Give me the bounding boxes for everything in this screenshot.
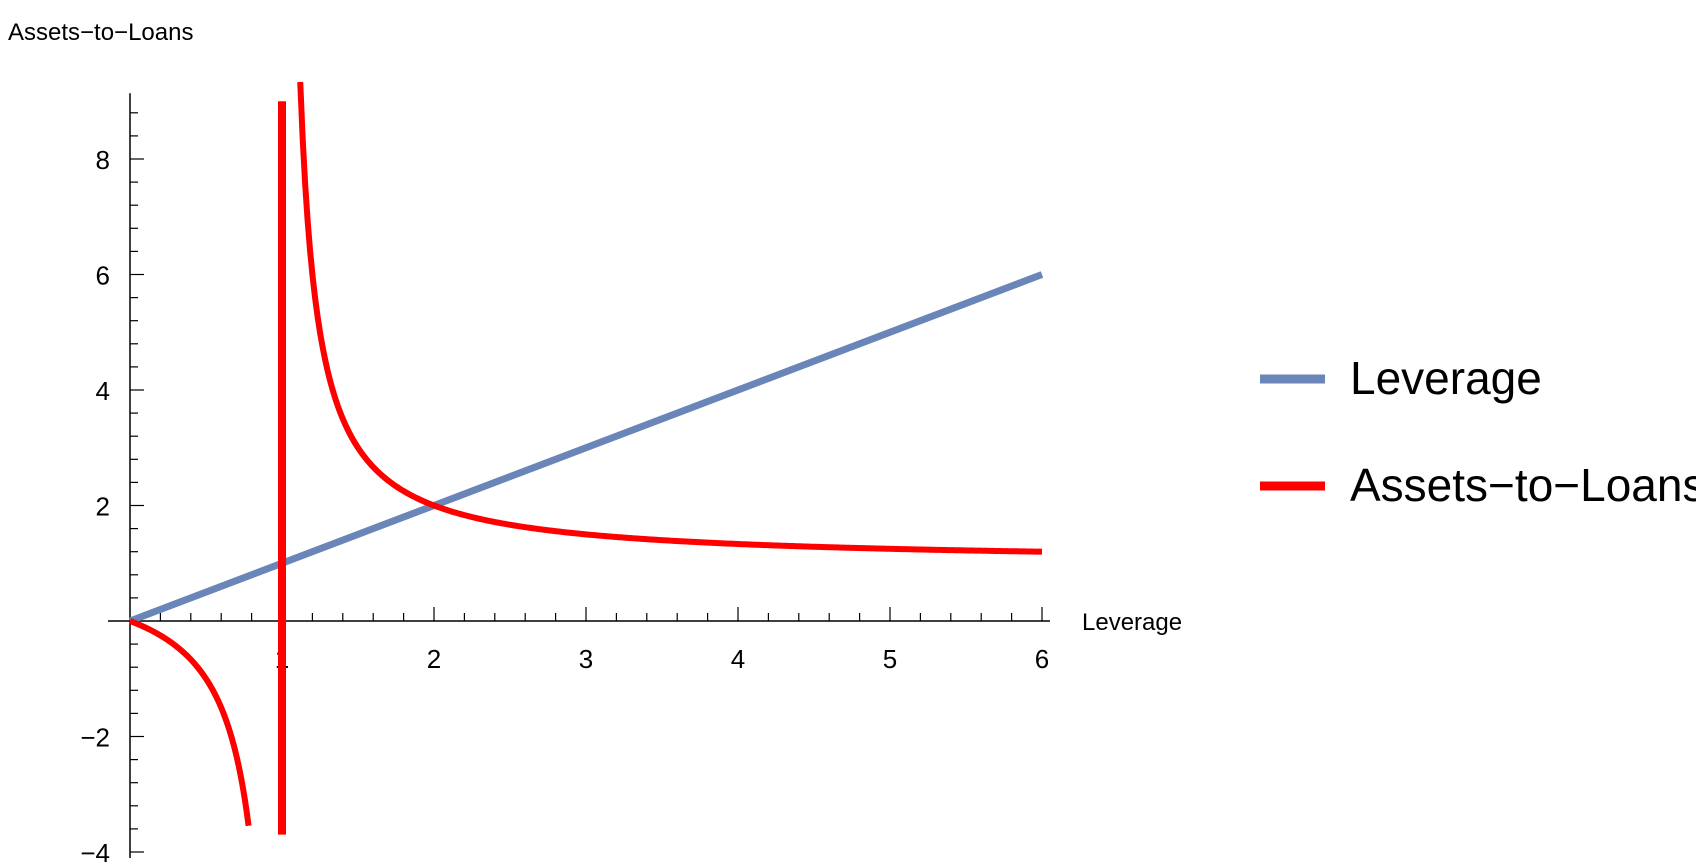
- y-tick-label: 2: [96, 492, 110, 522]
- x-tick-label: 5: [883, 644, 897, 674]
- series-layer: [128, 81, 1044, 835]
- x-tick-label: 2: [427, 644, 441, 674]
- y-axis-label: Assets−to−Loans: [8, 19, 193, 46]
- series-line-assets-to-loans-left: [128, 618, 252, 827]
- y-tick-label: 6: [96, 261, 110, 291]
- legend-label-leverage: Leverage: [1350, 352, 1542, 404]
- x-axis-label: Leverage: [1082, 609, 1182, 636]
- x-tick-label: 3: [579, 644, 593, 674]
- x-tick-label: 6: [1035, 644, 1049, 674]
- legend-label-assets-to-loans: Assets−to−Loans: [1350, 459, 1696, 511]
- y-tick-label: −4: [80, 838, 110, 864]
- y-tick-label: 4: [96, 376, 110, 406]
- y-tick-label: −2: [80, 723, 110, 753]
- series-line-leverage: [128, 271, 1044, 625]
- series-line-assets-to-loans-right: [297, 81, 1043, 555]
- y-tick-label: 8: [96, 145, 110, 175]
- x-tick-label: 4: [731, 644, 745, 674]
- legend: Leverage Assets−to−Loans: [1260, 352, 1696, 511]
